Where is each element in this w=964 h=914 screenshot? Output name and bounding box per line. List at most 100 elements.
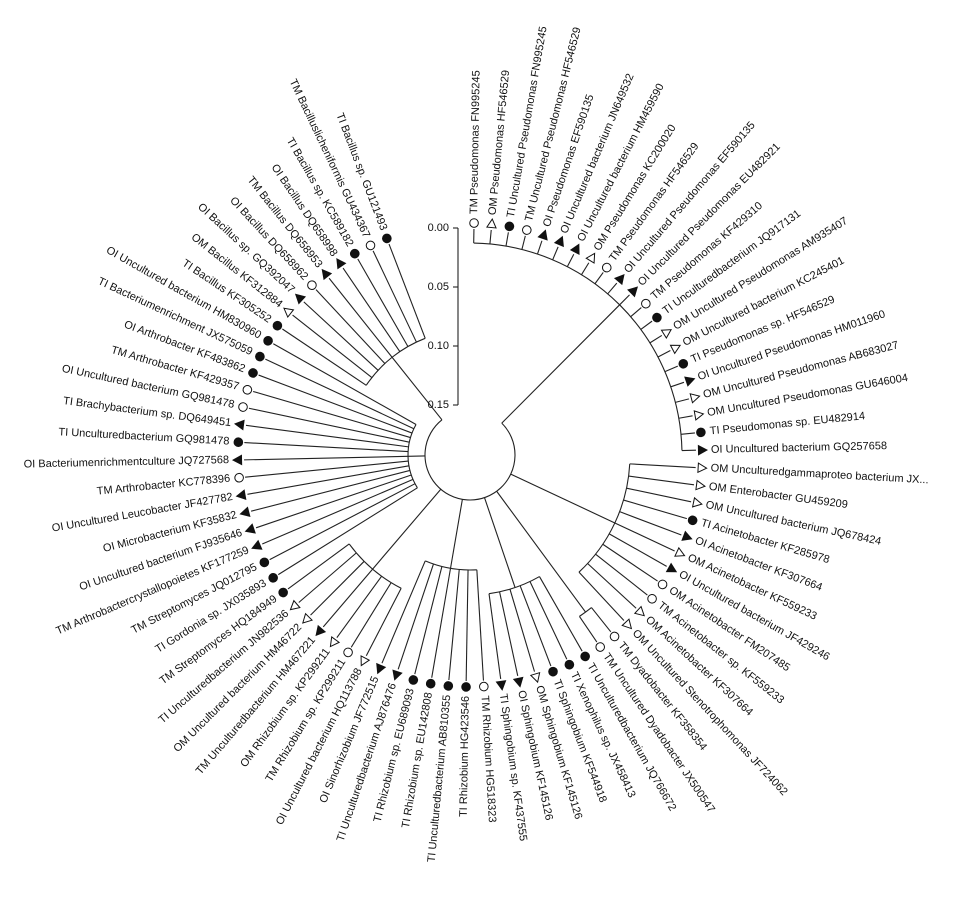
leaf-branch [282,328,367,386]
leaf-branch [414,566,443,675]
leaf [621,618,633,630]
leaf [495,680,507,691]
clade-branch [510,473,616,524]
leaf [601,262,612,273]
leaf-marker [548,666,558,677]
leaf-marker [495,680,507,691]
leaf-marker [461,682,471,692]
leaf-marker [665,562,678,573]
leaf-branch [365,588,402,657]
leaf-marker [553,235,564,248]
leaf-branch [670,381,685,388]
leaf-branch [649,334,663,344]
leaf-marker [669,344,682,355]
leaf [697,462,708,474]
leaf-branch [657,349,671,358]
leaf-branch [244,442,409,453]
leaf-branch [328,277,393,358]
leaf [425,678,436,689]
leaf [504,221,515,232]
leaf-branch [310,560,365,616]
leaf [289,599,301,611]
leaf-branch [277,487,418,576]
leaf [580,651,590,662]
leaf-marker [321,268,333,281]
leaf [336,258,347,270]
leaf [689,393,701,404]
leaf-marker [278,587,288,598]
leaf-marker [365,240,376,251]
leaf-marker [521,225,532,235]
leaf-branch [245,460,409,478]
leaf-branch [273,343,417,425]
scale-tick-label: 0.05 [428,281,449,293]
leaf [652,312,662,323]
leaf [693,410,705,421]
leaf [529,671,541,684]
leaf-branch [629,463,696,469]
leaf [461,682,471,692]
leaf-marker [504,221,515,232]
clade-branch [372,488,442,570]
leaf-branch [315,289,386,364]
leaf [657,579,668,590]
leaf-marker [315,624,327,637]
leaf-marker [687,515,698,526]
leaf [283,307,295,319]
leaf-branch [357,258,409,347]
leaf [278,587,288,598]
leaf [613,274,625,286]
leaf [697,444,708,456]
leaf-branch [664,365,679,373]
leaf-marker [408,675,419,685]
leaf [234,472,244,483]
leaf-marker [580,651,590,662]
leaf-branch [623,499,688,520]
leaf [238,402,248,412]
leaf-label: OI Uncultured bacterium GQ257658 [711,440,887,456]
leaf-branch [626,487,692,503]
scale-tick-label: 0.15 [428,399,449,411]
leaf-branch [630,307,642,318]
leaf [259,557,270,568]
leaf-marker [652,312,662,323]
clade-arc [488,576,540,595]
leaf-marker [689,393,701,404]
leaf-marker [360,655,371,667]
leaf-branch [640,320,653,330]
leaf-branch [587,563,637,609]
leaf-marker [234,472,244,483]
leaf-marker [283,307,295,319]
leaf-branch [287,543,350,590]
leaf [268,573,278,583]
leaf-marker [674,546,686,557]
leaf-marker [585,252,596,264]
leaf-marker [537,229,548,241]
leaf-marker [486,218,497,229]
leaf [408,675,419,685]
leaf [382,233,392,244]
leaf [302,612,314,624]
leaf-marker [569,243,580,255]
leaf-branch [244,455,409,461]
leaf [376,662,387,675]
leaf-branch [566,253,575,267]
leaf [647,593,657,604]
leaf-marker [425,678,436,689]
leaf-branch [680,432,695,435]
leaf [365,240,376,251]
leaf-branch [247,465,410,495]
leaf-marker [693,410,705,421]
leaf-marker [657,579,668,590]
root-arc [424,419,516,501]
leaf [553,235,564,248]
leaf-marker [272,320,283,331]
leaf [691,496,703,508]
leaf-marker [239,506,251,517]
leaf-marker [695,479,706,491]
leaf-branch [431,568,452,678]
leaf-marker [697,462,708,474]
leaf-branch [529,581,568,660]
leaf-marker [633,605,645,617]
